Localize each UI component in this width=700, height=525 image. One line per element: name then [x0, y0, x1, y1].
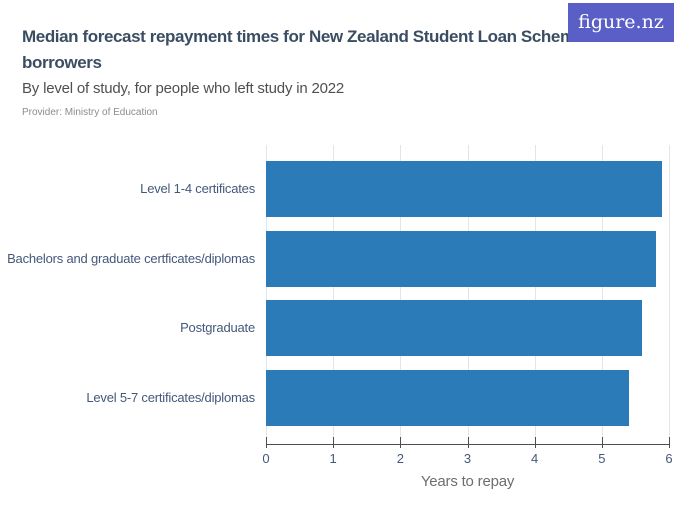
category-label: Level 1-4 certificates	[140, 181, 255, 196]
x-axis-title: Years to repay	[420, 473, 515, 490]
x-tick-label: 4	[531, 451, 539, 466]
gridline	[669, 145, 670, 445]
figure-nz-logo[interactable]: figure.nz	[568, 3, 674, 42]
gridline	[601, 145, 603, 445]
x-tick-label: 0	[262, 451, 270, 466]
gridline	[266, 145, 267, 445]
x-tick	[333, 437, 335, 448]
category-label: Postgraduate	[180, 320, 255, 336]
bar	[266, 300, 643, 357]
x-tick-label: 2	[396, 451, 404, 466]
x-tick	[467, 437, 469, 448]
x-tick	[534, 437, 536, 448]
x-tick	[400, 437, 402, 448]
gridline	[534, 145, 536, 445]
x-tick	[601, 437, 603, 448]
provider-label: Provider: Ministry of Education	[22, 107, 158, 118]
x-tick-label: 3	[463, 451, 472, 466]
chart-subtitle: By level of study, for people who left s…	[22, 80, 345, 97]
gridline	[333, 145, 335, 445]
x-tick	[266, 437, 267, 448]
x-tick-label: 6	[665, 451, 673, 466]
bar	[266, 370, 629, 427]
bar	[266, 230, 656, 287]
gridline	[400, 145, 402, 445]
category-label: Bachelors and graduate certficates/diplo…	[7, 250, 255, 266]
chart-title: Median forecast repayment times for New …	[22, 27, 584, 72]
bar	[266, 161, 663, 217]
plot-area	[266, 145, 670, 448]
figure-nz-logo-text: figure.nz	[578, 11, 664, 33]
x-tick	[669, 437, 670, 448]
gridline	[467, 145, 469, 445]
x-tick-label: 5	[598, 451, 606, 466]
category-label: Level 5-7 certificates/diplomas	[86, 390, 255, 406]
x-tick-label: 1	[329, 451, 337, 466]
